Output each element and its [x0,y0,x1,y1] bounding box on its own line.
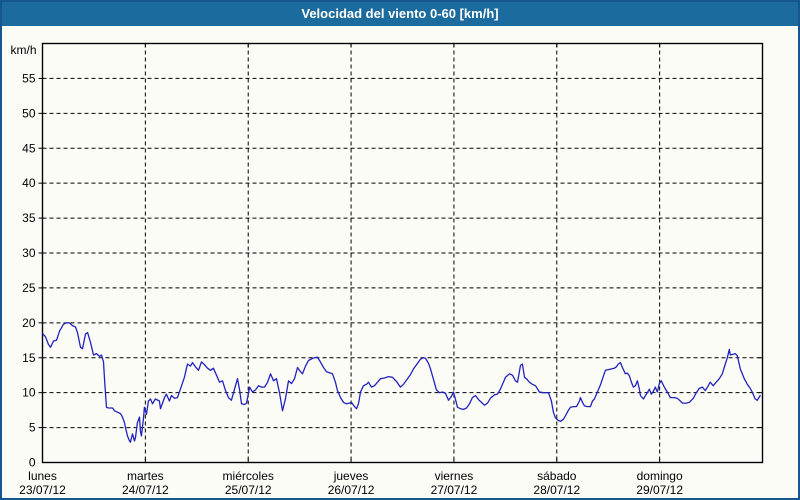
y-tick-label: 25 [22,281,36,295]
y-tick-label: 55 [22,71,36,85]
x-day-name-label: martes [127,469,164,483]
chart-title: Velocidad del viento 0-60 [km/h] [301,6,499,21]
x-day-name-label: domingo [637,469,683,483]
x-day-name-label: viernes [435,469,474,483]
y-axis-unit-label: km/h [10,43,36,57]
x-date-label: 27/07/12 [431,483,478,497]
y-tick-label: 50 [22,106,36,120]
plot-frame [41,42,764,464]
x-date-label: 23/07/12 [19,483,66,497]
x-day-name-label: jueves [333,469,369,483]
wind-speed-series-line [41,322,761,443]
y-tick-label: 10 [22,386,36,400]
y-tick-label: 45 [22,141,36,155]
y-tick-label: 0 [29,456,36,470]
y-tick-label: 30 [22,246,36,260]
x-date-label: 28/07/12 [533,483,580,497]
x-day-name-label: miércoles [223,469,274,483]
y-tick-label: 20 [22,316,36,330]
x-day-name-label: sábado [537,469,577,483]
x-date-label: 25/07/12 [225,483,272,497]
chart-title-bar: Velocidad del viento 0-60 [km/h] [2,2,798,26]
y-tick-label: 40 [22,176,36,190]
y-tick-label: 35 [22,211,36,225]
x-day-name-label: lunes [28,469,57,483]
y-tick-label: 15 [22,351,36,365]
x-date-label: 26/07/12 [328,483,375,497]
y-tick-label: 5 [29,421,36,435]
x-date-label: 29/07/12 [636,483,683,497]
x-date-label: 24/07/12 [122,483,169,497]
